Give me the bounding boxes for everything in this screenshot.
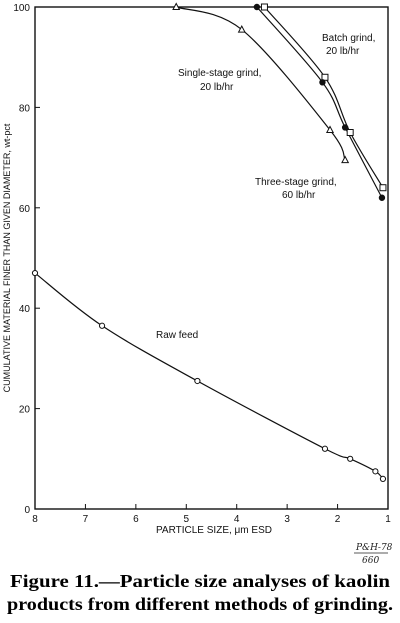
data-point-circle-open (31, 269, 39, 277)
data-point-circle-open (379, 475, 387, 482)
y-tick-label: 60 (19, 204, 31, 215)
caption-line-1: Figure 11.—Particle size analyses of kao… (10, 571, 390, 591)
data-point-circle-filled (378, 194, 386, 201)
x-tick-label: 2 (335, 514, 341, 525)
x-tick-label: 3 (284, 514, 290, 525)
batch-grind-label-1: Batch grind, (322, 33, 375, 44)
data-point-circle-open (321, 445, 329, 452)
stamp-line-2: 660 (362, 556, 379, 566)
caption-line-2: products from different methods of grind… (7, 594, 393, 614)
series-line-3 (256, 6, 383, 199)
data-point-circle-filled (341, 124, 349, 131)
data-point-square-open (260, 3, 268, 11)
data-point-circle-open (347, 455, 354, 462)
batch-grind-label-2: 20 lb/hr (326, 46, 360, 57)
series-line-1 (176, 6, 346, 161)
data-point-circle-filled (253, 3, 261, 11)
x-tick-label: 6 (133, 514, 139, 525)
x-tick-label: 1 (385, 514, 391, 525)
axis-ticks: 8 7 6 5 4 3 2 1 0 20 40 60 80 100 (13, 3, 391, 525)
data-point-triangle-open (172, 2, 181, 10)
data-point-square-open (346, 129, 354, 136)
data-point-circle-open (194, 377, 201, 385)
data-point-triangle-open (325, 125, 335, 133)
data-point-circle-open (98, 322, 106, 329)
data-point-triangle-open (341, 155, 350, 164)
stamp-line-1: P&H-78 (355, 543, 393, 553)
x-tick-label: 4 (234, 514, 240, 525)
y-tick-label: 0 (24, 505, 30, 516)
data-point-circle-filled (319, 79, 326, 86)
three-stage-label-1: Three-stage grind, (255, 177, 337, 188)
raw-feed-label: Raw feed (156, 330, 198, 341)
x-axis-label: PARTICLE SIZE, μm ESD (156, 525, 272, 536)
single-stage-label-1: Single-stage grind, (178, 68, 261, 79)
data-point-square-open (379, 184, 387, 192)
data-point-square-open (321, 73, 329, 81)
y-tick-label: 80 (19, 103, 31, 114)
x-tick-label: 7 (83, 514, 89, 525)
x-tick-label: 8 (32, 514, 38, 525)
plot-frame (34, 6, 389, 510)
data-point-circle-open (372, 468, 379, 475)
three-stage-label-2: 60 lb/hr (282, 190, 316, 201)
series-markers (31, 2, 387, 482)
x-tick-label: 5 (184, 514, 190, 525)
series-line-0 (34, 272, 384, 480)
data-point-triangle-open (237, 25, 246, 33)
series-line-2 (263, 6, 384, 189)
y-tick-label: 40 (19, 304, 31, 315)
y-tick-label: 100 (13, 3, 30, 14)
single-stage-label-2: 20 lb/hr (200, 82, 234, 93)
y-tick-label: 20 (19, 405, 31, 416)
y-axis-label: CUMULATIVE MATERIAL FINER THAN GIVEN DIA… (2, 123, 12, 392)
